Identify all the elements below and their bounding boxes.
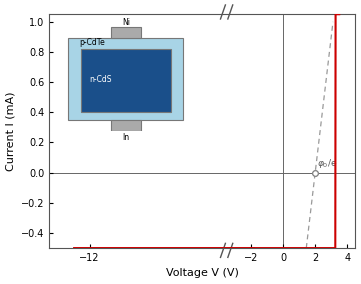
- Y-axis label: Current I (mA): Current I (mA): [5, 91, 16, 171]
- Text: $\varphi_0$/e: $\varphi_0$/e: [317, 156, 338, 170]
- X-axis label: Voltage V (V): Voltage V (V): [166, 268, 239, 278]
